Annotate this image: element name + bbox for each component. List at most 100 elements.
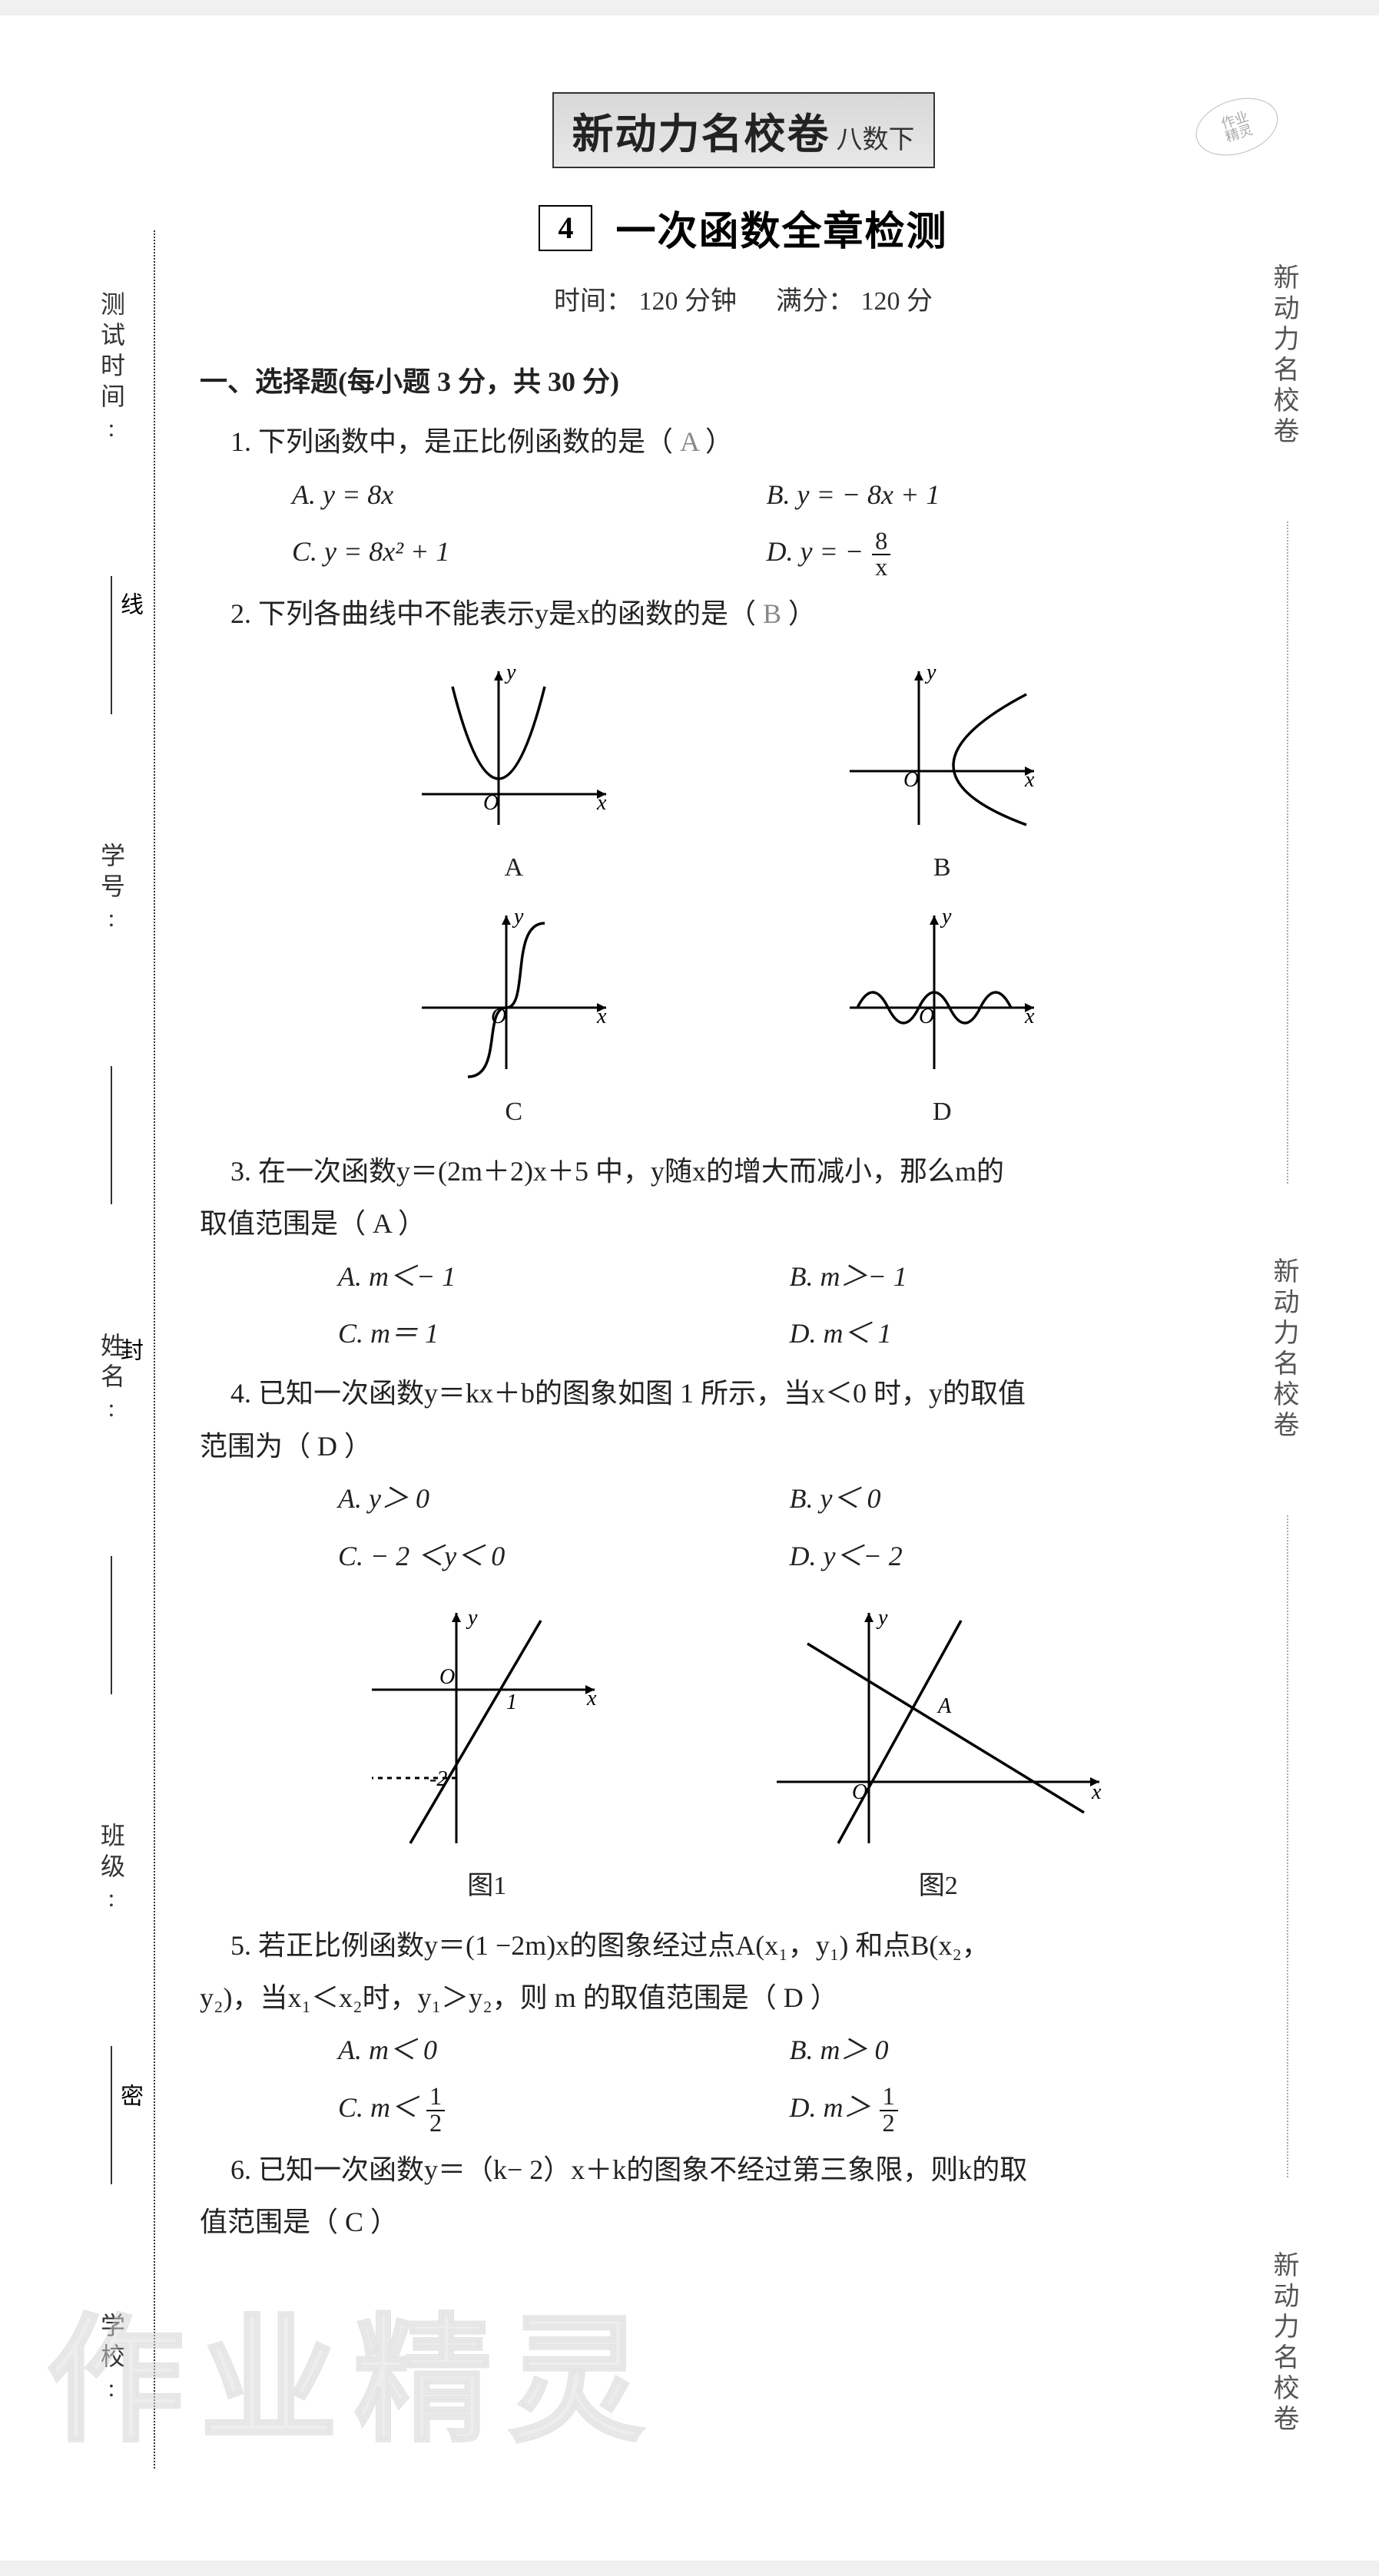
svg-text:x: x bbox=[586, 1687, 597, 1710]
q2-graph-D: x y O D bbox=[834, 900, 1049, 1137]
svg-text:y: y bbox=[924, 661, 936, 684]
q4-fig2-label: 图2 bbox=[919, 1862, 958, 1912]
section-1-head: 一、选择题(每小题 3 分，共 30 分) bbox=[200, 356, 1195, 408]
q4-stem-a: 4. 已知一次函数y＝kx＋b的图象如图 1 所示，当x＜0 时，y的取值 bbox=[230, 1378, 1026, 1409]
content-body: 一、选择题(每小题 3 分，共 30 分) 1. 下列函数中，是正比例函数的是（… bbox=[200, 356, 1287, 2249]
svg-text:x: x bbox=[596, 1005, 607, 1028]
svg-text:y: y bbox=[466, 1606, 478, 1630]
svg-text:y: y bbox=[940, 905, 952, 929]
seal-char: 线 bbox=[123, 592, 146, 615]
field-line bbox=[111, 1066, 112, 1204]
svg-text:x: x bbox=[1024, 1005, 1035, 1028]
q4-fig1: x y O 1 -2 图1 bbox=[261, 1598, 713, 1912]
q3-stem-a: 3. 在一次函数y＝(2m＋2)x＋5 中，y随x的增大而减小，那么m的 bbox=[230, 1156, 1004, 1187]
q6-answer: C bbox=[345, 2207, 363, 2237]
right-dots bbox=[1285, 1515, 1288, 2177]
q2-graph-A: x y O A bbox=[406, 656, 622, 893]
q4-options: A. y＞ 0 B. y＜ 0 C. − 2 ＜y＜ 0 D. y＜− 2 bbox=[338, 1472, 1195, 1582]
question-6: 6. 已知一次函数y＝（k− 2）x＋k的图象不经过第三象限，则k的取 bbox=[230, 2144, 1195, 2196]
question-1: 1. 下列函数中，是正比例函数的是（ A ） A. y = 8x B. y = … bbox=[230, 416, 1195, 580]
time-label: 时间： bbox=[554, 287, 632, 316]
q4-fig1-label: 图1 bbox=[467, 1862, 506, 1912]
q5-B: B. m＞ 0 bbox=[790, 2024, 1195, 2076]
stamp-icon: 作业 精灵 bbox=[1188, 88, 1285, 166]
q3-answer: A bbox=[373, 1208, 391, 1239]
q2-graph-C: x y O C bbox=[406, 900, 622, 1137]
q5-stem-a: 5. 若正比例函数y＝(1 −2m)x的图象经过点A(x₁，y₁) 和点B(x₂… bbox=[230, 1930, 989, 1961]
question-2: 2. 下列各曲线中不能表示y是x的函数的是（ B ） x y O A bbox=[230, 588, 1195, 1137]
chapter-row: 4 一次函数全章检测 bbox=[200, 199, 1287, 257]
q1-answer: A bbox=[680, 426, 698, 457]
q4-stem-end: ） bbox=[344, 1431, 372, 1462]
q5-A: A. m＜ 0 bbox=[338, 2024, 744, 2076]
svg-text:O: O bbox=[852, 1780, 867, 1804]
banner-main: 新动力名校卷 bbox=[572, 100, 830, 161]
q2-label-D: D bbox=[834, 1088, 1049, 1137]
question-4: 4. 已知一次函数y＝kx＋b的图象如图 1 所示，当x＜0 时，y的取值 bbox=[230, 1367, 1195, 1419]
q4-answer: D bbox=[317, 1431, 337, 1462]
q2-stem: 2. 下列各曲线中不能表示y是x的函数的是（ bbox=[230, 598, 756, 629]
q3-stem-b: 取值范围是（ bbox=[200, 1208, 366, 1239]
q5-options: A. m＜ 0 B. m＞ 0 C. m＜ 12 D. m＞ 12 bbox=[338, 2024, 1195, 2136]
right-text: 新动力名校卷 bbox=[1271, 1257, 1302, 1442]
q2-stem-end: ） bbox=[788, 598, 816, 629]
q2-answer: B bbox=[763, 598, 781, 629]
svg-text:O: O bbox=[439, 1665, 455, 1689]
banner-box: 新动力名校卷 八数下 bbox=[552, 92, 935, 168]
q6-stem-end: ） bbox=[370, 2207, 398, 2237]
svg-text:A: A bbox=[936, 1694, 952, 1718]
q5-D: D. m＞ 12 bbox=[790, 2081, 1195, 2136]
svg-text:O: O bbox=[903, 768, 919, 792]
field-line bbox=[111, 1556, 112, 1694]
meta-row: 时间： 120 分钟 满分： 120 分 bbox=[200, 280, 1287, 317]
q4-B: B. y＜ 0 bbox=[790, 1472, 1195, 1525]
q2-label-C: C bbox=[406, 1088, 622, 1137]
q3-D: D. m＜ 1 bbox=[790, 1307, 1195, 1359]
svg-text:y: y bbox=[504, 661, 516, 684]
exam-page: 测试时间: 学号: 姓名: 班级: 学校: 线 封 密 新动力名校卷 新动力名校… bbox=[0, 15, 1379, 2561]
q3-stem-end: ） bbox=[398, 1208, 426, 1239]
seal-line: 线 封 密 bbox=[123, 230, 146, 2468]
right-text: 新动力名校卷 bbox=[1271, 2251, 1302, 2435]
field-line bbox=[111, 2046, 112, 2184]
q5-C: C. m＜ 12 bbox=[338, 2081, 744, 2136]
chapter-title: 一次函数全章检测 bbox=[615, 199, 947, 257]
q4-A: A. y＞ 0 bbox=[338, 1472, 744, 1525]
dotted-margin-line bbox=[154, 230, 157, 2468]
q4-D: D. y＜− 2 bbox=[790, 1530, 1195, 1582]
right-dots bbox=[1285, 521, 1288, 1184]
q2-label-A: A bbox=[406, 843, 622, 893]
q5-answer: D bbox=[784, 1982, 804, 2013]
right-margin: 新动力名校卷 新动力名校卷 新动力名校卷 bbox=[1271, 230, 1302, 2468]
q3-A: A. m＜− 1 bbox=[338, 1250, 744, 1303]
question-3: 3. 在一次函数y＝(2m＋2)x＋5 中，y随x的增大而减小，那么m的 bbox=[230, 1145, 1195, 1197]
q5-stem-end: ） bbox=[810, 1982, 838, 2013]
q4-C: C. − 2 ＜y＜ 0 bbox=[338, 1530, 744, 1582]
q1-stem: 1. 下列函数中，是正比例函数的是（ bbox=[230, 426, 673, 457]
question-5: 5. 若正比例函数y＝(1 −2m)x的图象经过点A(x₁，y₁) 和点B(x₂… bbox=[230, 1919, 1195, 1972]
q3-options: A. m＜− 1 B. m＞− 1 C. m＝ 1 D. m＜ 1 bbox=[338, 1250, 1195, 1360]
chapter-number: 4 bbox=[539, 205, 592, 251]
svg-text:x: x bbox=[1091, 1780, 1102, 1804]
svg-text:1: 1 bbox=[506, 1690, 517, 1714]
svg-text:O: O bbox=[491, 1005, 506, 1028]
q4-stem-b: 范围为（ bbox=[200, 1431, 310, 1462]
banner-sub: 八数下 bbox=[837, 118, 915, 156]
q3-C: C. m＝ 1 bbox=[338, 1307, 744, 1359]
q1-A: A. y = 8x bbox=[292, 469, 721, 521]
header-banner: 新动力名校卷 八数下 作业 精灵 bbox=[200, 92, 1287, 168]
svg-text:x: x bbox=[1024, 768, 1035, 792]
q5-stem-b: y₂)，当x₁＜x₂时，y₁＞y₂，则 m 的取值范围是（ bbox=[200, 1982, 777, 2013]
q1-C: C. y = 8x² + 1 bbox=[292, 525, 721, 580]
q6-stem-b: 值范围是（ bbox=[200, 2207, 338, 2237]
time-value: 120 分钟 bbox=[639, 287, 738, 316]
svg-text:y: y bbox=[512, 905, 524, 929]
svg-text:O: O bbox=[483, 791, 499, 815]
score-label: 满分： bbox=[776, 287, 854, 316]
q1-B: B. y = − 8x + 1 bbox=[767, 469, 1195, 521]
seal-char: 密 bbox=[123, 2084, 146, 2107]
svg-text:x: x bbox=[596, 791, 607, 815]
q3-B: B. m＞− 1 bbox=[790, 1250, 1195, 1303]
svg-text:O: O bbox=[919, 1005, 934, 1028]
svg-text:y: y bbox=[876, 1606, 888, 1630]
